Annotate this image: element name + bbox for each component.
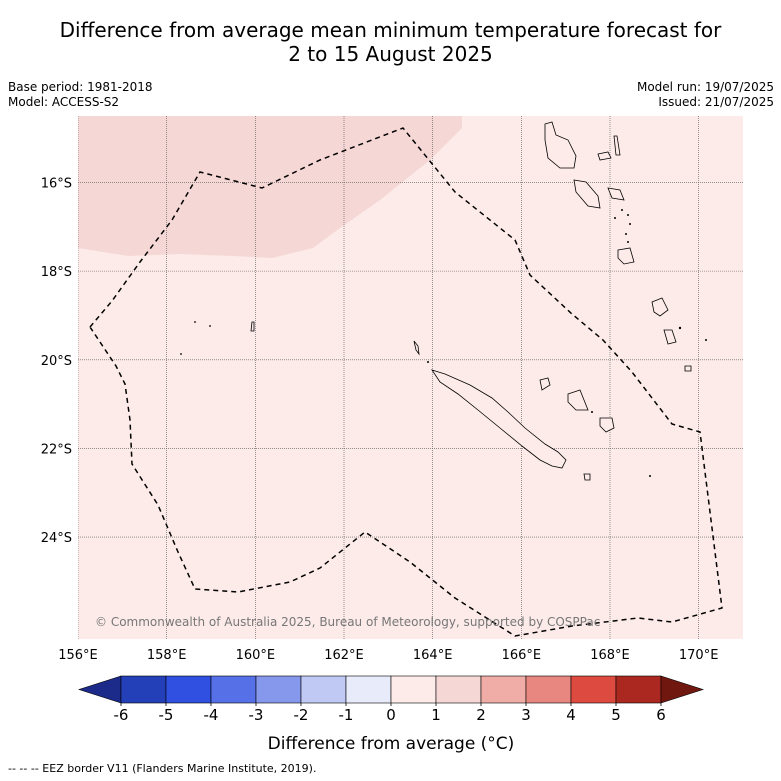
warm-anomaly-area (78, 116, 462, 258)
eez-border (89, 127, 723, 637)
colorbar-extend-low (78, 675, 122, 704)
lat-tick-label: 18°S (41, 265, 72, 280)
colorbar-tick-label: 2 (476, 706, 486, 724)
latitude-labels: 16°S 18°S 20°S 22°S 24°S (41, 176, 72, 546)
colorbar-segment (390, 675, 437, 704)
lat-tick-label: 16°S (41, 176, 72, 191)
lon-tick-label: 156°E (58, 648, 98, 663)
meta-right: Model run: 19/07/2025 Issued: 21/07/2025 (637, 80, 774, 110)
lon-tick-label: 166°E (502, 648, 542, 663)
colorbar-tick-label: -1 (339, 706, 354, 724)
copyright-notice: © Commonwealth of Australia 2025, Bureau… (95, 615, 600, 629)
colorbar-tick-label: 1 (431, 706, 441, 724)
colorbar-segment (615, 675, 662, 704)
colorbar-segment (525, 675, 572, 704)
colorbar-segment (120, 675, 167, 704)
pentecost (607, 187, 625, 201)
colorbar-tick-label: -2 (294, 706, 309, 724)
small-islets (180, 209, 707, 477)
title-line-2: 2 to 15 August 2025 (288, 42, 493, 66)
colorbar-tick-label: -6 (114, 706, 129, 724)
colorbar-tick-label: -4 (204, 706, 219, 724)
new-caledonia-main (431, 369, 567, 469)
ambae (597, 151, 612, 161)
isle-of-pines (583, 473, 591, 481)
lon-tick-label: 168°E (590, 648, 630, 663)
lon-tick-label: 162°E (324, 648, 364, 663)
colorbar-tick-label: 0 (386, 706, 396, 724)
lon-tick-label: 158°E (147, 648, 187, 663)
map-title: Difference from average mean minimum tem… (0, 18, 781, 66)
lat-tick-label: 24°S (41, 531, 72, 546)
issued-date: Issued: 21/07/2025 (658, 95, 774, 109)
title-line-1: Difference from average mean minimum tem… (59, 18, 722, 42)
colorbar-label: Difference from average (°C) (268, 734, 515, 754)
belep-islands (413, 340, 420, 356)
colorbar (78, 675, 704, 704)
colorbar-segment (570, 675, 617, 704)
longitude-labels: 156°E 158°E 160°E 162°E 164°E 166°E 168°E 170°E (58, 648, 718, 663)
lon-tick-label: 164°E (413, 648, 453, 663)
colorbar-segment (210, 675, 257, 704)
lat-tick-label: 22°S (41, 442, 72, 457)
colorbar-segment (480, 675, 527, 704)
chesterfield-island (250, 321, 255, 332)
colorbar-tick-label: 5 (611, 706, 621, 724)
loyalty-lifou (567, 389, 589, 411)
loyalty-ouvea (539, 377, 551, 391)
colorbar-tick-label: -3 (249, 706, 264, 724)
aneityum (684, 365, 692, 372)
coastlines (250, 121, 692, 481)
gridlines (78, 116, 743, 639)
lat-tick-label: 20°S (41, 354, 72, 369)
colorbar-segment (345, 675, 392, 704)
eez-footnote: -- -- -- EEZ border V11 (Flanders Marine… (8, 762, 317, 775)
colorbar-segment (300, 675, 347, 704)
maewo (613, 135, 621, 156)
meta-left: Base period: 1981-2018 Model: ACCESS-S2 (8, 80, 153, 110)
colorbar-segment (255, 675, 302, 704)
colorbar-extend-high (660, 675, 704, 704)
colorbar-segment (435, 675, 482, 704)
colorbar-tick-label: 4 (566, 706, 576, 724)
efate (617, 247, 635, 265)
colorbar-tick-label: 3 (521, 706, 531, 724)
erromango (651, 297, 669, 317)
model-name: Model: ACCESS-S2 (8, 95, 120, 109)
tanna (663, 329, 677, 345)
colorbar-tick-label: -5 (159, 706, 174, 724)
espiritu-santo (544, 121, 577, 169)
model-run: Model run: 19/07/2025 (636, 80, 774, 94)
loyalty-mare (599, 417, 615, 433)
colorbar-ticks: -6 -5 -4 -3 -2 -1 0 1 2 3 4 5 6 (114, 703, 666, 724)
colorbar-tick-label: 6 (656, 706, 666, 724)
map-panel: © Commonwealth of Australia 2025, Bureau… (78, 116, 743, 639)
base-period: Base period: 1981-2018 (8, 80, 153, 94)
lon-tick-label: 160°E (236, 648, 276, 663)
malekula (573, 179, 601, 209)
lon-tick-label: 170°E (679, 648, 719, 663)
colorbar-segment (165, 675, 212, 704)
